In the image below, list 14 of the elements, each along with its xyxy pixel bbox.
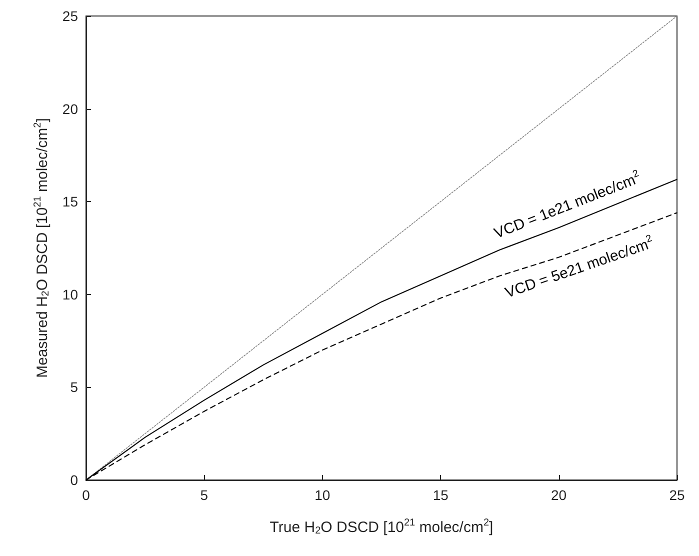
x-tick-label: 10	[314, 487, 330, 503]
y-tick-label: 20	[62, 100, 78, 117]
y-tick-label: 10	[62, 286, 78, 302]
y-tick-label: 0	[70, 472, 78, 488]
y-tick-label: 15	[62, 194, 78, 210]
x-tick-label: 0	[82, 487, 90, 503]
x-tick-label: 20	[551, 487, 567, 503]
x-tick-label: 5	[200, 487, 208, 503]
x-tick-label: 25	[669, 487, 685, 503]
y-tick-label: 5	[70, 379, 78, 396]
y-axis-title: Measured H2O DSCD [1021 molec/cm2]	[32, 118, 52, 378]
x-tick-label: 15	[432, 487, 449, 503]
line-series	[86, 16, 678, 480]
y-tick-label: 25	[62, 8, 78, 24]
